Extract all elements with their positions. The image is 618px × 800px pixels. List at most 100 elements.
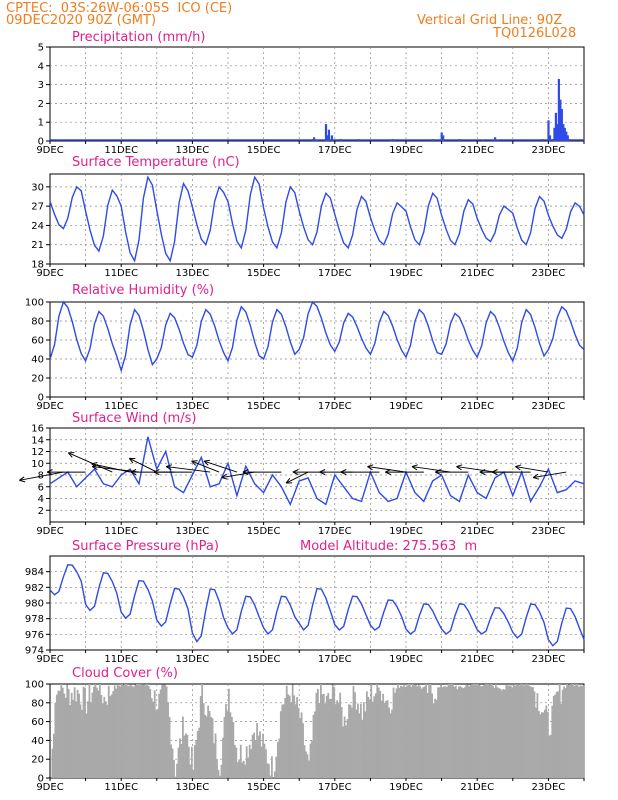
humidity-ytick-label: 100: [25, 298, 44, 309]
temp-ytick-label: 30: [31, 182, 44, 193]
wind-vector-head: [128, 457, 136, 464]
cloud-bar: [443, 686, 445, 778]
cloud-bar: [168, 716, 171, 778]
cloud-bar: [88, 684, 91, 778]
cloud-bar: [334, 704, 337, 778]
cloud-bar: [506, 685, 509, 778]
precip-ytick-label: 5: [38, 43, 44, 54]
cloud-bar: [465, 685, 468, 778]
cloud-bar: [223, 716, 226, 778]
pressure-ytick-label: 976: [25, 630, 44, 641]
cloud-bar: [388, 707, 390, 778]
cloud-bar: [394, 692, 396, 778]
wind-vector: [68, 452, 113, 473]
wind-series-line: [49, 436, 585, 507]
cloud-bar: [186, 734, 189, 778]
cloud-bar: [54, 702, 57, 778]
cloud-bar: [483, 684, 485, 778]
cloud-bar: [349, 704, 352, 778]
cloud-bar: [408, 684, 411, 778]
cloud-bar: [416, 686, 419, 778]
temp-series-line: [49, 175, 585, 263]
cloud-bar: [73, 687, 76, 778]
precip-bar: [554, 112, 558, 141]
cloud-ytick-label: 40: [31, 736, 44, 747]
cloud-bar: [382, 693, 385, 778]
cloud-bar: [106, 704, 109, 778]
cloud-bar: [147, 686, 150, 778]
cloud-bar: [514, 685, 517, 778]
cloud-bar: [529, 686, 531, 778]
humidity-xtick-label: 23DEC: [532, 401, 566, 412]
cloud-bar: [355, 709, 358, 778]
cloud-bar: [499, 688, 502, 778]
cloud-bar: [495, 684, 497, 778]
cloud-bar: [189, 764, 192, 778]
cloud-bar: [51, 748, 54, 778]
cloud-bar: [542, 712, 545, 778]
cloud-bar: [205, 716, 208, 778]
cloud-bar: [328, 698, 331, 778]
cloud-bar: [100, 694, 103, 778]
cloud-bar: [395, 688, 398, 778]
cloud-bar: [214, 733, 217, 778]
cloud-bar: [241, 762, 244, 778]
pressure-xtick-label: 9DEC: [36, 654, 63, 665]
wind-vector-head: [19, 476, 26, 483]
cloud-bar: [91, 692, 94, 778]
cloud-bar: [423, 686, 426, 778]
precip-bar: [548, 135, 552, 141]
cloud-bar: [521, 684, 524, 778]
cloud-bar: [425, 684, 428, 778]
wind-vector-head: [203, 459, 210, 466]
cloud-bar: [524, 684, 527, 778]
wind-xtick-label: 15DEC: [247, 526, 281, 537]
cloud-bar: [444, 686, 447, 778]
cloud-bar: [572, 684, 574, 778]
cloud-bar: [192, 769, 195, 778]
wind-vector: [221, 471, 255, 479]
cloud-bar: [336, 700, 339, 778]
temp-xtick-label: 13DEC: [176, 268, 210, 279]
cloud-bar: [311, 740, 313, 778]
cloud-bar: [251, 734, 254, 778]
cloud-bar: [575, 684, 577, 778]
cloud-bar: [406, 686, 408, 778]
cloud-bar: [152, 701, 155, 778]
cloud-bar: [216, 759, 218, 778]
cloud-bar: [101, 703, 104, 778]
cloud-bar: [564, 688, 567, 778]
cloud-bar: [165, 686, 168, 778]
cloud-bar: [410, 686, 413, 778]
cloud-bar: [441, 687, 444, 778]
cloud-bar: [555, 691, 558, 778]
cloud-bar: [309, 743, 312, 778]
cloud-ytick-label: 100: [25, 680, 44, 691]
cloud-bar: [66, 684, 69, 778]
pressure-ytick-label: 982: [25, 583, 44, 594]
cloud-bar: [256, 722, 258, 778]
cloud-bar: [364, 711, 367, 778]
cloud-bar: [392, 687, 395, 778]
cloud-bar: [557, 691, 560, 778]
cloud-bar: [508, 685, 511, 778]
cloud-xtick-label: 13DEC: [176, 782, 210, 793]
cloud-bar: [225, 704, 227, 778]
cloud-bar: [466, 684, 469, 778]
cloud-bar: [293, 695, 296, 778]
cloud-bar: [493, 687, 496, 778]
cloud-bar: [173, 760, 175, 778]
cloud-bar: [93, 686, 95, 778]
cloud-bar: [486, 684, 488, 778]
cloud-bar: [446, 686, 448, 778]
temp-xtick-label: 23DEC: [532, 268, 566, 279]
cloud-bar: [113, 685, 116, 778]
cloud-bar: [413, 685, 416, 778]
cloud-bar: [121, 684, 123, 778]
cloud-bar: [90, 702, 92, 778]
cloud-bar: [429, 684, 432, 778]
cloud-bar: [217, 769, 220, 778]
wind-vector-head: [191, 460, 198, 466]
cloud-bar: [373, 696, 376, 778]
cloud-bar: [515, 684, 518, 778]
